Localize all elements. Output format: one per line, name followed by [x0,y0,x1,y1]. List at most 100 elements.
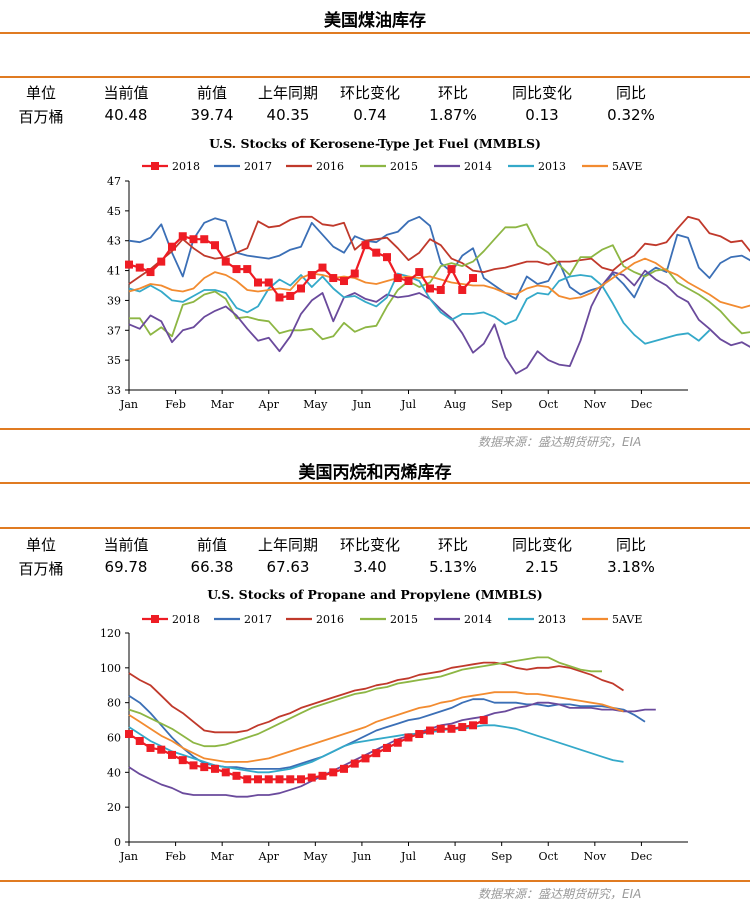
data-point-2018 [350,759,359,768]
stat-header: 前值 [196,536,228,554]
x-tick-label: Feb [165,398,186,411]
x-tick-label: Aug [443,850,466,863]
data-point-2018 [383,253,391,262]
data-point-2018 [297,284,305,293]
x-tick-label: Jun [352,398,372,411]
legend-label-2018: 2018 [172,160,200,173]
stat-value: 百万桶 [18,560,64,578]
data-point-2018 [275,293,284,302]
data-point-2018 [178,232,187,241]
series-line-2016 [128,661,624,734]
data-point-2018 [157,257,166,266]
y-tick-label: 33 [107,384,121,397]
legend-label-2017: 2017 [244,160,272,173]
y-tick-label: 37 [107,324,121,337]
propane-chart: 0 20 40 60 80 100 120 Jan Feb Mar Apr May Jun Jul Aug S… [100,613,688,863]
section-title-propane: 美国丙烷和丙烯库存 [298,463,452,483]
stat-header: 当前值 [103,84,149,102]
stat-header: 同比变化 [511,84,573,102]
data-point-2018 [436,724,445,733]
chart-title-kerosene: U.S. Stocks of Kerosene-Type Jet Fuel (M… [209,136,541,151]
x-tick-label: Oct [538,398,558,411]
section-rule [0,428,750,430]
stat-value: 40.48 [104,106,148,124]
y-tick-label: 47 [107,175,121,188]
data-point-2018 [243,265,252,274]
stats-header-row-kerosene: 单位 当前值 前值 上年同期 环比变化 环比 同比变化 同比 [0,82,750,104]
data-point-2018 [125,260,133,269]
stat-header: 单位 [25,536,57,554]
data-point-2018 [200,235,209,244]
x-tick-label: Nov [584,398,607,411]
x-tick-label: Dec [631,398,653,411]
x-tick-label: Nov [584,850,607,863]
section-title-kerosene: 美国煤油库存 [324,11,426,31]
stat-header: 同比 [615,84,647,102]
data-point-2018 [135,736,144,745]
y-tick-label: 35 [107,354,121,367]
stat-value: 69.78 [104,558,148,576]
series-line-2013 [128,724,624,774]
data-point-2018 [361,241,370,250]
source-note-kerosene: 数据来源：盛达期货研究，EIA [478,435,642,449]
data-point-2018 [221,257,230,266]
stat-value: 3.18% [607,558,655,576]
x-tick-label: Dec [631,850,653,863]
x-tick-label: Apr [258,850,280,863]
stat-header: 上年同期 [257,84,319,102]
data-point-2018 [275,775,284,784]
data-point-2018 [383,743,391,752]
data-point-2018 [211,764,219,773]
data-point-2018 [415,268,424,277]
legend-marker-2018 [151,615,159,623]
x-tick-label: Jun [352,850,372,863]
data-point-2018 [232,265,241,274]
stat-value: 39.74 [190,106,234,124]
section-rule [0,880,750,882]
data-point-2018 [307,773,316,782]
legend-label-2013: 2013 [538,613,566,626]
stats-value-row-propane: 百万桶 69.78 66.38 67.63 3.40 5.13% 2.15 3.… [0,558,750,580]
data-point-2018 [221,768,230,777]
series-line-2014 [128,269,750,375]
x-tick-label: Feb [165,850,186,863]
stat-header: 当前值 [103,536,149,554]
data-point-2018 [264,775,273,784]
data-point-2018 [329,768,338,777]
series-line-2017 [128,215,750,300]
stat-value: 1.87% [429,106,477,124]
kerosene-chart: 33 35 37 39 41 43 45 47 Jan Feb Mar Apr May Jun Jul Aug… [107,160,750,411]
data-point-2018 [458,285,467,294]
stat-value: 0.74 [353,106,387,124]
x-tick-label: Jan [119,850,138,863]
legend-marker-2018 [151,162,159,170]
data-point-2018 [168,750,176,759]
data-point-2018 [404,733,413,742]
data-point-2018 [469,274,477,283]
stat-header: 环比变化 [339,84,401,102]
data-point-2018 [318,771,327,780]
data-point-2018 [286,775,295,784]
legend-label-2014: 2014 [464,613,492,626]
stat-header: 单位 [25,84,57,102]
stat-header: 上年同期 [257,536,319,554]
source-note-propane: 数据来源：盛达期货研究，EIA [478,887,642,901]
legend-label-2017: 2017 [244,613,272,626]
series-line-2016 [128,215,750,285]
legend-label-5AVE: 5AVE [612,160,642,173]
stat-header: 环比 [437,536,469,554]
data-point-2018 [458,723,467,732]
data-point-2018 [297,775,305,784]
stat-header: 环比 [437,84,469,102]
data-point-2018 [340,277,348,286]
data-point-2018 [211,241,219,250]
y-tick-label: 0 [114,836,121,849]
data-point-2018 [329,274,338,283]
data-point-2018 [146,268,155,277]
data-point-2018 [350,269,359,278]
x-tick-label: May [303,850,328,863]
y-tick-label: 45 [107,205,121,218]
x-tick-label: Sep [491,398,512,411]
data-point-2018 [178,756,187,765]
data-point-2018 [243,775,252,784]
